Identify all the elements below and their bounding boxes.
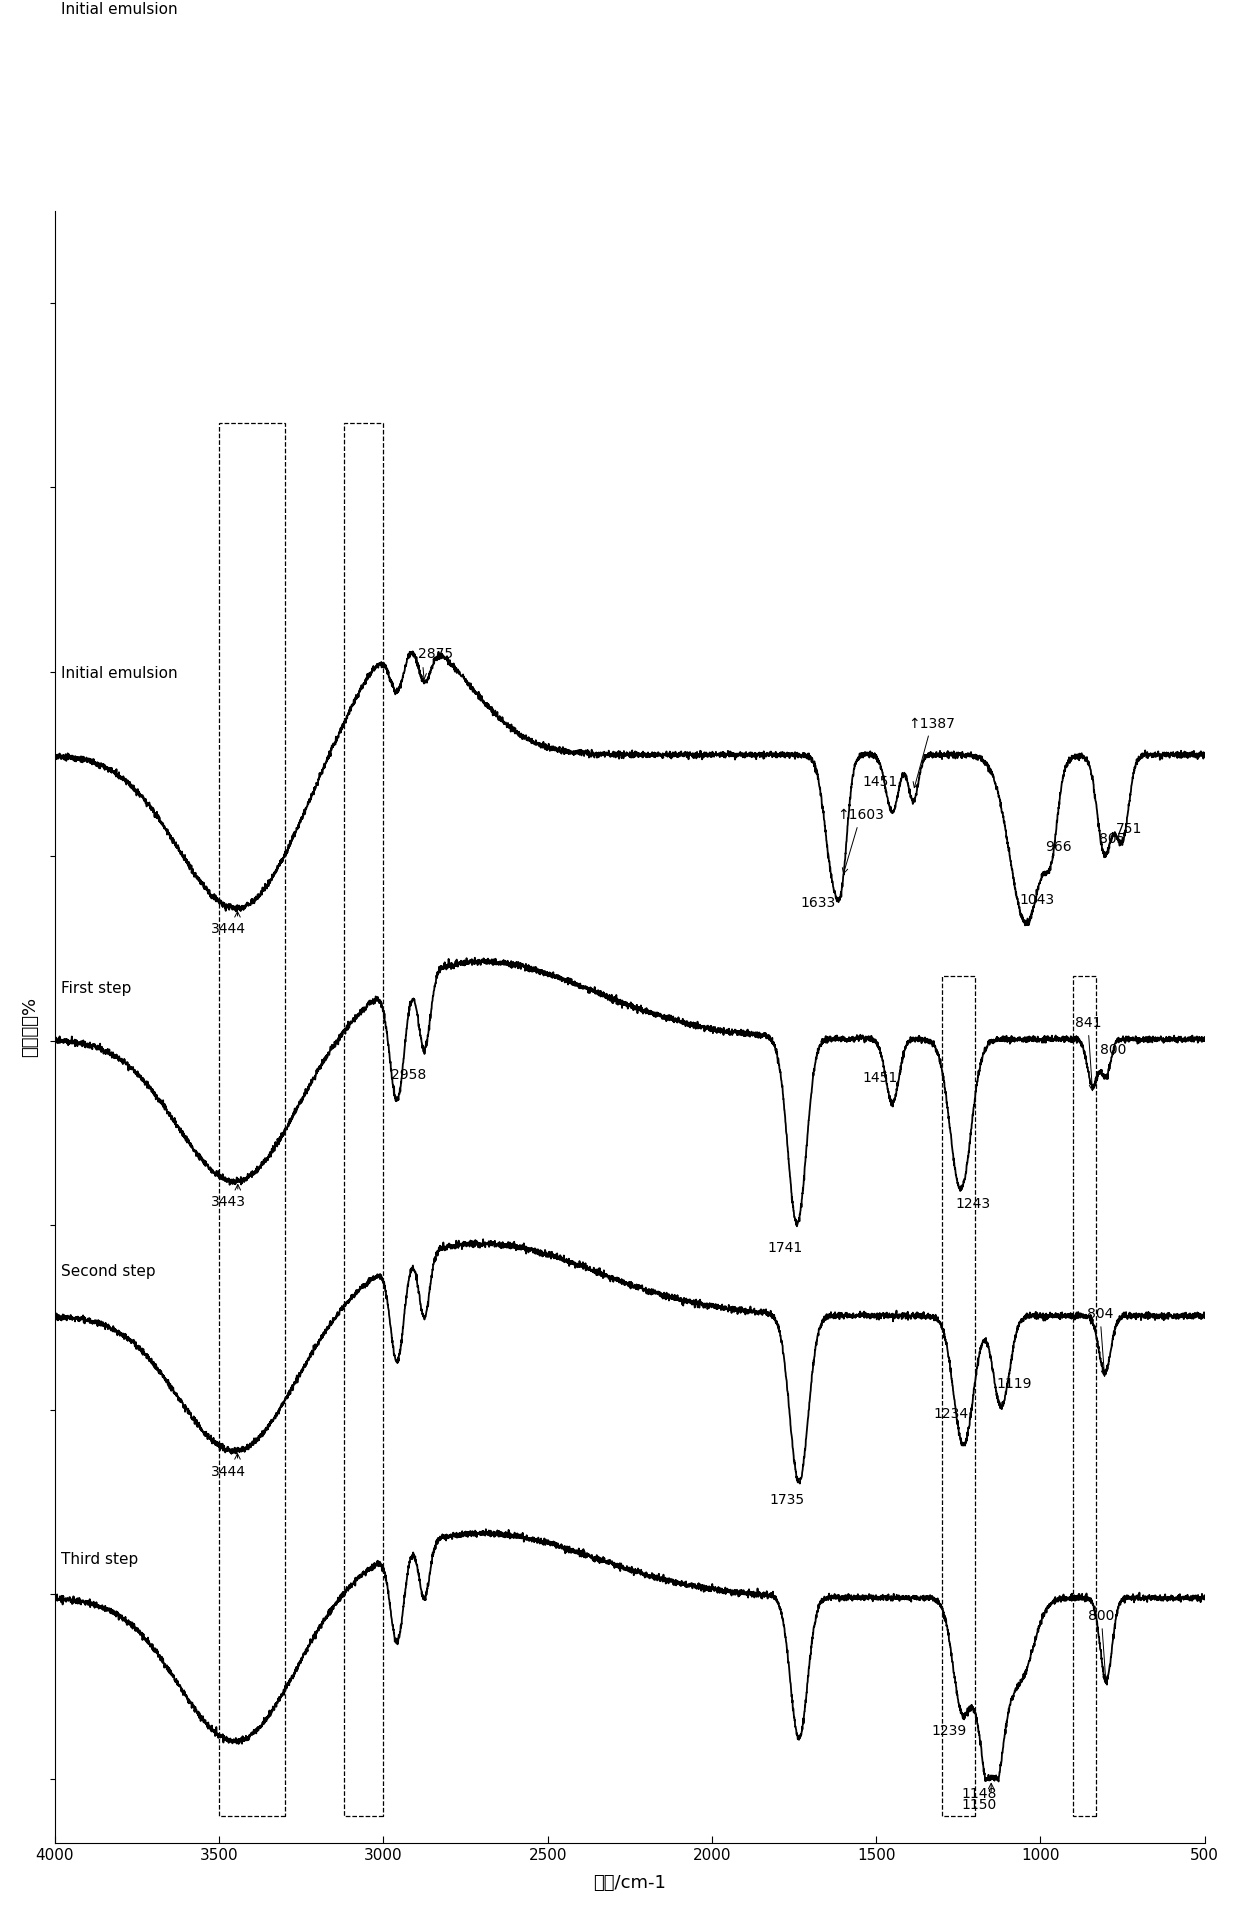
- Text: 1119: 1119: [997, 1377, 1032, 1391]
- Text: 1633: 1633: [801, 897, 836, 911]
- Text: 1451: 1451: [862, 775, 898, 790]
- Text: Second step: Second step: [61, 1264, 156, 1278]
- Text: 3444: 3444: [211, 1465, 246, 1479]
- Text: 1043: 1043: [1019, 893, 1055, 907]
- Text: 800: 800: [1100, 1043, 1127, 1056]
- Text: 1243: 1243: [956, 1198, 991, 1211]
- Text: 1741: 1741: [768, 1242, 804, 1255]
- Text: 800: 800: [1087, 1609, 1115, 1682]
- Text: 805: 805: [1099, 832, 1125, 846]
- Text: 1239: 1239: [931, 1724, 967, 1737]
- Text: 966: 966: [1045, 840, 1071, 855]
- Text: First step: First step: [61, 981, 131, 995]
- Text: 3443: 3443: [211, 1196, 246, 1209]
- X-axis label: 波数/cm-1: 波数/cm-1: [593, 1875, 666, 1892]
- Text: 2958: 2958: [391, 1067, 425, 1083]
- Y-axis label: 透过率／%: 透过率／%: [21, 997, 38, 1058]
- Text: Third step: Third step: [61, 1551, 139, 1567]
- Text: 751: 751: [1116, 823, 1143, 836]
- Text: Initial emulsion: Initial emulsion: [61, 2, 179, 17]
- Text: 1150: 1150: [962, 1798, 997, 1812]
- Text: 1148: 1148: [961, 1787, 997, 1800]
- Text: ↑1603: ↑1603: [837, 807, 884, 874]
- Text: 2875: 2875: [418, 647, 453, 662]
- Text: Initial emulsion: Initial emulsion: [61, 666, 179, 681]
- Text: 1735: 1735: [770, 1494, 805, 1507]
- Text: 804: 804: [1086, 1307, 1114, 1375]
- Text: 841: 841: [1075, 1016, 1101, 1090]
- Text: 1451: 1451: [862, 1071, 898, 1085]
- Text: ↑1387: ↑1387: [909, 717, 955, 788]
- Text: 3444: 3444: [211, 922, 246, 937]
- Text: 1234: 1234: [934, 1406, 968, 1421]
